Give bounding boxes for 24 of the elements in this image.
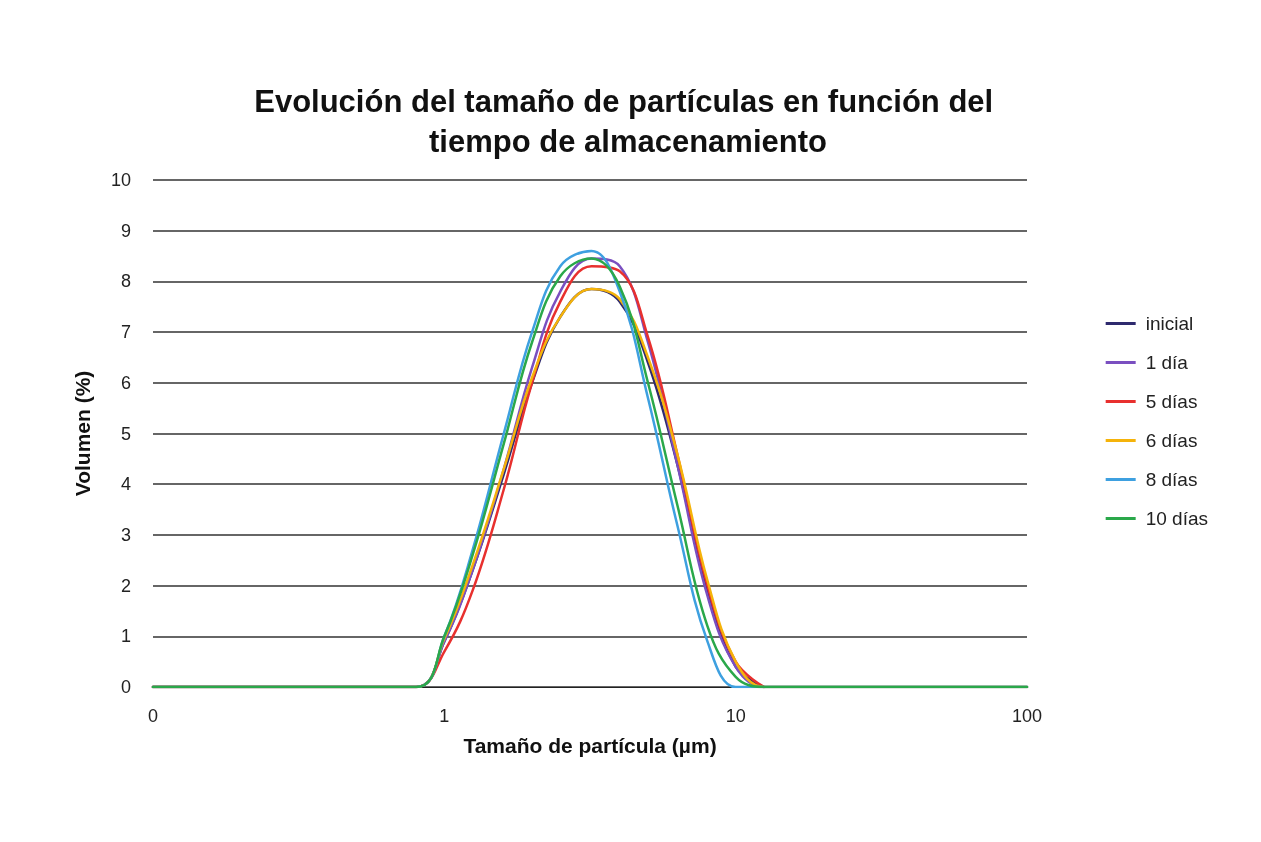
y-tick-label: 0 [120, 677, 131, 697]
legend-label: inicial [1145, 313, 1194, 334]
legend-label: 10 días [1145, 508, 1208, 529]
x-axis-title: Tamaño de partícula (µm) [463, 734, 717, 757]
legend-label: 1 día [1145, 352, 1189, 373]
legend-label: 5 días [1145, 391, 1198, 412]
y-tick-label: 3 [120, 524, 131, 545]
legend-label: 6 días [1145, 430, 1198, 451]
x-tick-label: 10 [725, 706, 746, 726]
legend-label: 8 días [1145, 469, 1198, 490]
y-tick-label: 7 [120, 322, 131, 343]
y-tick-label: 1 [120, 626, 131, 647]
y-tick-label: 10 [110, 170, 131, 190]
x-tick-label: 1 [439, 706, 450, 726]
y-tick-label: 6 [120, 372, 131, 393]
y-tick-label: 9 [120, 220, 131, 241]
chart-title: Evolución del tamaño de partículas en función del tiempo de almacenamiento [254, 83, 1002, 159]
y-tick-label: 5 [120, 423, 131, 444]
y-tick-label: 4 [120, 474, 131, 495]
y-tick-label: 8 [120, 271, 131, 292]
y-tick-label: 2 [120, 575, 131, 596]
x-tick-label: 100 [1011, 706, 1043, 726]
y-axis-title: Volumen (%) [71, 370, 94, 497]
x-tick-label: 0 [147, 706, 159, 726]
